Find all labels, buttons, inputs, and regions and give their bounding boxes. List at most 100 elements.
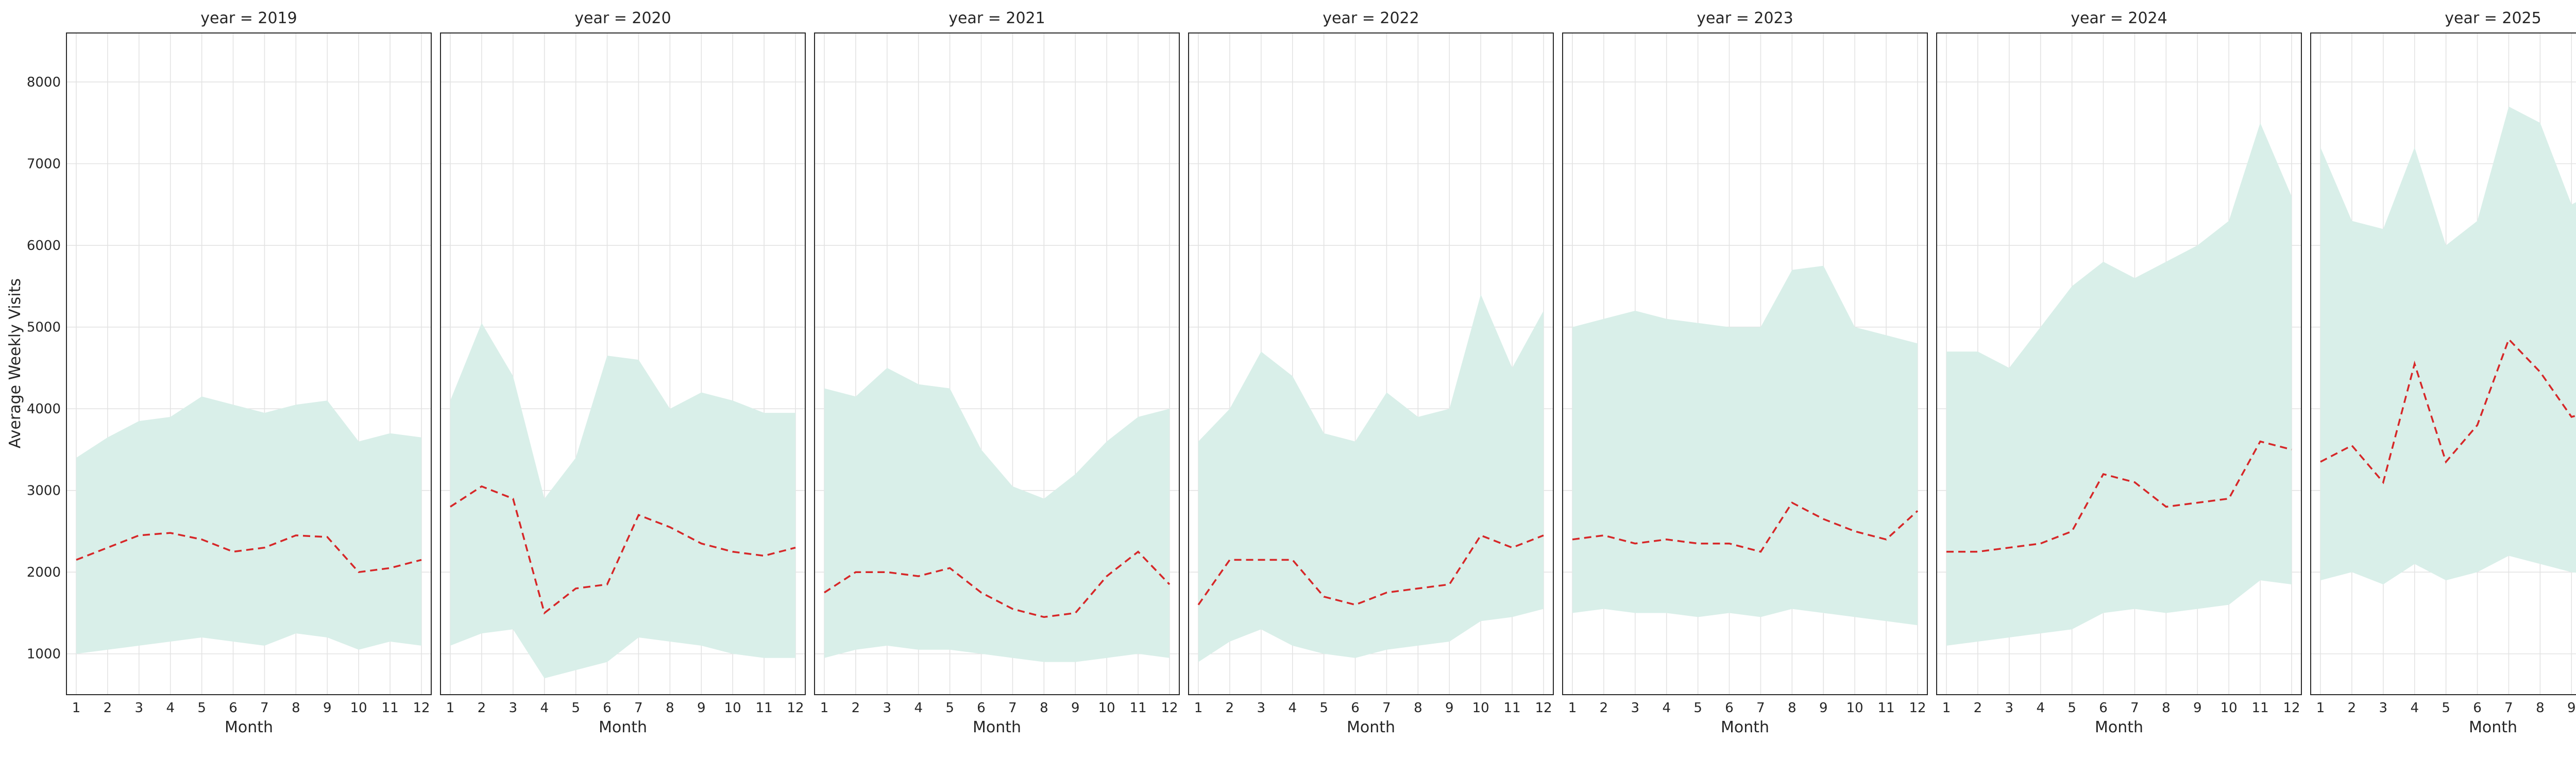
facet-title: year = 2020 (574, 9, 671, 27)
percentile-band (2320, 106, 2576, 584)
facet-grid: year = 2019 1 2 3 4 5 6 7 8 9 10 11 12 Month year = 20… (66, 9, 2576, 736)
x-tick-label: 12 (413, 700, 430, 716)
x-tick-label: 10 (350, 700, 367, 716)
x-tick-label: 6 (1725, 700, 1734, 716)
percentile-band (76, 396, 421, 654)
y-tick-label: 3000 (27, 483, 61, 499)
facet-2023: year = 2023 1 2 3 4 5 6 7 8 9 10 11 12 Month (1562, 9, 1928, 736)
title-spacer (27, 9, 65, 31)
x-tick-label: 7 (634, 700, 643, 716)
x-tick-label: 7 (260, 700, 269, 716)
x-tick-label: 8 (292, 700, 300, 716)
x-tick-label: 5 (197, 700, 206, 716)
x-tick-label: 2 (1974, 700, 1982, 716)
x-tick-label: 7 (1008, 700, 1017, 716)
x-tick-label: 2 (104, 700, 112, 716)
facet-2021: year = 2021 1 2 3 4 5 6 7 8 9 10 11 12 Month (814, 9, 1180, 736)
x-tick-label: 5 (2067, 700, 2076, 716)
median-line (2320, 338, 2576, 484)
x-tick-label: 4 (2036, 700, 2045, 716)
x-tick-label: 11 (1130, 700, 1147, 716)
x-tick-label: 8 (1414, 700, 1422, 716)
x-tick-label: 8 (2536, 700, 2545, 716)
x-tick-label: 9 (1819, 700, 1828, 716)
x-tick-label: 12 (1909, 700, 1926, 716)
y-axis-label: Average Weekly Visits (6, 278, 24, 449)
x-tick-label: 6 (603, 700, 612, 716)
x-tick-label: 11 (756, 700, 773, 716)
y-axis-tick-labels: 1000 2000 3000 4000 5000 6000 7000 8000 (27, 75, 61, 662)
y-tick-label: 1000 (27, 647, 61, 662)
x-tick-label: 12 (2283, 700, 2300, 716)
percentile-band (1198, 294, 1544, 662)
y-tick-label: 4000 (27, 401, 61, 417)
x-tick-label: 3 (135, 700, 144, 716)
facet-title: year = 2023 (1697, 9, 1793, 27)
x-tick-label: 10 (1472, 700, 1489, 716)
x-axis-label: Month (2468, 718, 2518, 736)
median-line (1197, 534, 1544, 606)
x-tick-label: 12 (1161, 700, 1178, 716)
x-tick-label: 7 (2130, 700, 2139, 716)
facet-title: year = 2022 (1323, 9, 1419, 27)
x-axis-label: Month (2094, 718, 2144, 736)
x-tick-label: 11 (382, 700, 399, 716)
plot-border (440, 32, 806, 695)
y-tick-label: 5000 (27, 320, 61, 335)
x-tick-label: 2 (1226, 700, 1234, 716)
x-tick-label: 10 (724, 700, 741, 716)
x-tick-label: 11 (1878, 700, 1895, 716)
x-tick-label: 4 (540, 700, 549, 716)
facet-2024: year = 2024 1 2 3 4 5 6 7 8 9 10 11 12 Month (1936, 9, 2302, 736)
x-tick-label: 10 (1098, 700, 1115, 716)
x-tick-label: 10 (2221, 700, 2238, 716)
x-tick-label: 7 (2504, 700, 2513, 716)
x-tick-label: 4 (914, 700, 923, 716)
x-axis-label: Month (1346, 718, 1396, 736)
x-tick-label: 2 (2348, 700, 2357, 716)
x-tick-label: 5 (1319, 700, 1328, 716)
x-tick-label: 3 (883, 700, 892, 716)
x-tick-label: 11 (1504, 700, 1521, 716)
median-line (450, 485, 796, 615)
x-tick-label: 9 (1445, 700, 1454, 716)
figure: Average Weekly Visits 1000 2000 3000 4000 50… (6, 9, 2576, 736)
x-tick-label: 8 (666, 700, 674, 716)
x-tick-label: 1 (446, 700, 455, 716)
x-tick-label: 8 (1788, 700, 1797, 716)
plot-border (814, 32, 1180, 695)
median-line (76, 532, 422, 574)
x-tick-label: 11 (2252, 700, 2269, 716)
x-axis-label: Month (1720, 718, 1770, 736)
x-tick-label: 1 (1194, 700, 1203, 716)
x-tick-label: 6 (2099, 700, 2108, 716)
x-tick-label: 9 (697, 700, 706, 716)
x-tick-label: 12 (1535, 700, 1552, 716)
median-line (824, 550, 1171, 618)
x-tick-label: 3 (509, 700, 518, 716)
x-tick-label: 6 (2473, 700, 2482, 716)
facet-title: year = 2019 (200, 9, 297, 27)
x-axis-label: Month (598, 718, 648, 736)
x-tick-label: 4 (1288, 700, 1297, 716)
x-tick-label: 1 (820, 700, 829, 716)
facet-title: year = 2024 (2071, 9, 2167, 27)
plot-border (2310, 32, 2576, 695)
x-tick-label: 9 (323, 700, 332, 716)
x-tick-label: 1 (72, 700, 81, 716)
x-tick-label: 2 (1600, 700, 1608, 716)
x-tick-label: 4 (1662, 700, 1671, 716)
x-tick-label: 1 (1942, 700, 1951, 716)
x-tick-label: 5 (945, 700, 954, 716)
x-tick-label: 3 (2005, 700, 2014, 716)
percentile-band (450, 323, 795, 679)
plot-border (66, 32, 432, 695)
y-tick-label: 7000 (27, 157, 61, 172)
median-line (1572, 501, 1919, 553)
percentile-band (1572, 265, 1918, 626)
x-tick-label: 4 (166, 700, 175, 716)
